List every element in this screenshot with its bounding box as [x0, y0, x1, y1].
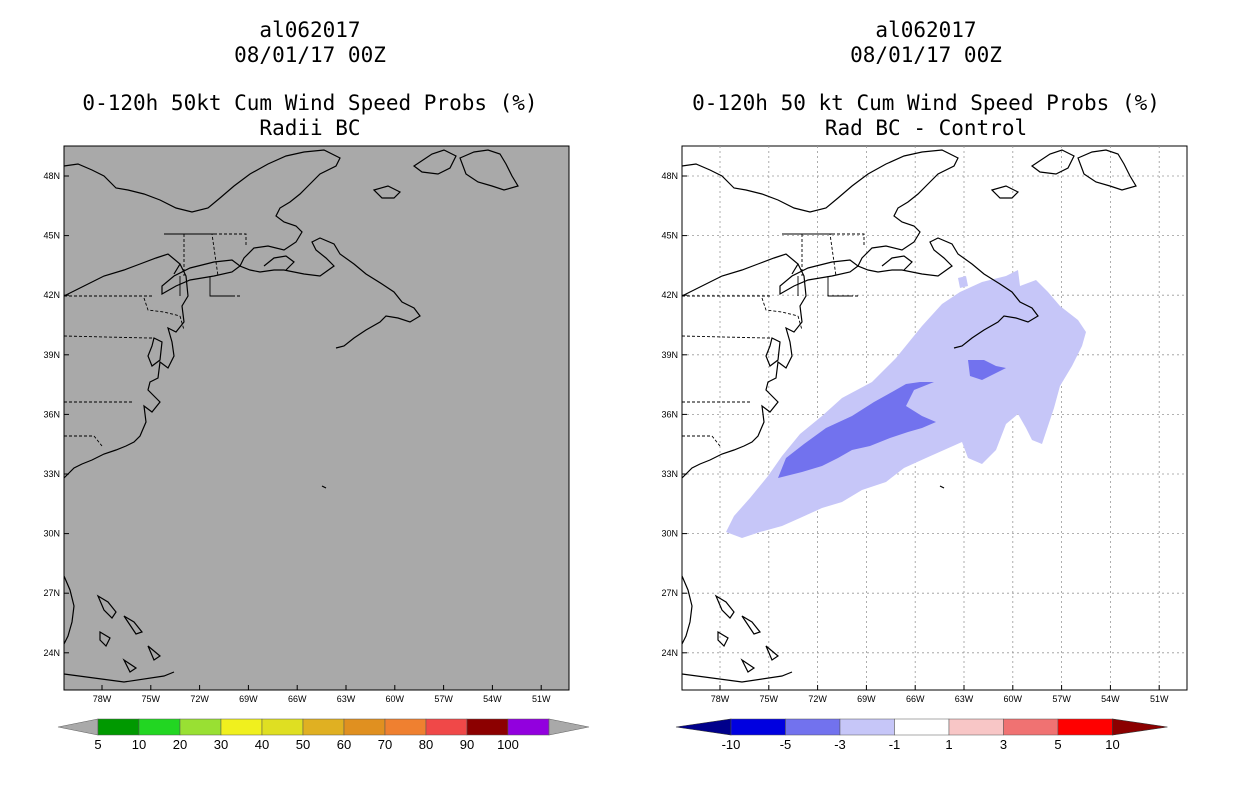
right-gridlines: [682, 146, 1187, 690]
lon-label: 72W: [808, 694, 827, 704]
diff-region-medium: [778, 382, 936, 478]
lat-label: 39N: [661, 350, 678, 360]
colorbar-label: 100: [497, 737, 519, 752]
colorbar-swatch: [97, 718, 140, 736]
lat-label: 27N: [661, 588, 678, 598]
lat-label: 33N: [43, 469, 60, 479]
lon-label: 72W: [190, 694, 209, 704]
colorbar-swatch: [466, 718, 509, 736]
diff-region-medium-patch: [968, 360, 1006, 380]
colorbar-swatch: [343, 718, 386, 736]
colorbar-left-arrow: [675, 718, 732, 736]
lon-label: 51W: [1150, 694, 1169, 704]
colorbar-swatch: [384, 718, 427, 736]
lon-label: 60W: [1004, 694, 1023, 704]
colorbar-label: 90: [460, 737, 474, 752]
left-map-panel: [63, 145, 570, 691]
lon-label: 69W: [857, 694, 876, 704]
colorbar-swatch: [507, 718, 550, 736]
lon-label: 63W: [955, 694, 974, 704]
lon-label: 57W: [1052, 694, 1071, 704]
colorbar-swatch: [1057, 718, 1113, 736]
lon-label: 63W: [337, 694, 356, 704]
colorbar-label: 30: [214, 737, 228, 752]
colorbar-right-arrow: [548, 718, 590, 736]
left-colorbar: 5 10 20 30 40 50 60 70 80 90 100: [57, 718, 590, 752]
lat-label: 45N: [661, 231, 678, 241]
lat-label: 42N: [43, 290, 60, 300]
colorbar-label: 80: [419, 737, 433, 752]
diff-region-light-patch: [958, 276, 968, 288]
lon-label: 75W: [760, 694, 779, 704]
colorbar-swatch: [302, 718, 345, 736]
colorbar-label: 40: [255, 737, 269, 752]
colorbar-left-arrow: [57, 718, 99, 736]
lon-label: 78W: [93, 694, 112, 704]
lat-label: 48N: [661, 171, 678, 181]
lon-label: 66W: [288, 694, 307, 704]
lon-label: 75W: [142, 694, 161, 704]
lon-label: 78W: [711, 694, 730, 704]
colorbar-label: 5: [1054, 737, 1061, 752]
colorbar-label: 1: [945, 737, 952, 752]
left-axis-ticks: 48N 45N 42N 39N 36N 33N 30N 27N 24N 78W 75W 72W 69W 6…: [43, 171, 550, 704]
lon-label: 54W: [1101, 694, 1120, 704]
lat-label: 39N: [43, 350, 60, 360]
colorbar-label: -5: [780, 737, 792, 752]
right-product-title: 0-120h 50 kt Cum Wind Speed Probs (%): [692, 91, 1160, 115]
colorbar-swatch: [1003, 718, 1059, 736]
lat-label: 36N: [661, 409, 678, 419]
colorbar-swatch: [425, 718, 468, 736]
left-subtitle: Radii BC: [259, 116, 361, 140]
lat-label: 30N: [43, 529, 60, 539]
colorbar-swatch: [138, 718, 181, 736]
left-map-background: [63, 145, 570, 691]
colorbar-swatch: [948, 718, 1004, 736]
right-map-panel: [681, 145, 1188, 691]
left-storm-id: al062017: [259, 18, 361, 42]
right-colorbar: -10 -5 -3 -1 1 3 5 10: [675, 718, 1168, 752]
lon-label: 66W: [906, 694, 925, 704]
colorbar-label: 20: [173, 737, 187, 752]
lat-label: 36N: [43, 409, 60, 419]
colorbar-label: -3: [834, 737, 846, 752]
right-storm-id: al062017: [875, 18, 977, 42]
colorbar-label: -10: [722, 737, 741, 752]
lat-label: 27N: [43, 588, 60, 598]
lat-label: 48N: [43, 171, 60, 181]
colorbar-right-arrow: [1112, 718, 1168, 736]
colorbar-swatch: [730, 718, 786, 736]
colorbar-label: 70: [378, 737, 392, 752]
lon-label: 51W: [532, 694, 551, 704]
right-datetime: 08/01/17 00Z: [850, 43, 1002, 67]
lat-label: 24N: [661, 648, 678, 658]
lat-label: 30N: [661, 529, 678, 539]
colorbar-swatch: [839, 718, 895, 736]
colorbar-label: 50: [296, 737, 310, 752]
colorbar-label: 5: [94, 737, 101, 752]
colorbar-swatch: [179, 718, 222, 736]
colorbar-swatch: [261, 718, 304, 736]
colorbar-label: 3: [1000, 737, 1007, 752]
left-product-title: 0-120h 50kt Cum Wind Speed Probs (%): [82, 91, 538, 115]
colorbar-swatch: [220, 718, 263, 736]
colorbar-swatch: [894, 718, 950, 736]
lon-label: 69W: [239, 694, 258, 704]
left-datetime: 08/01/17 00Z: [234, 43, 386, 67]
right-subtitle: Rad BC - Control: [824, 116, 1028, 140]
lat-label: 33N: [661, 469, 678, 479]
colorbar-swatch: [785, 718, 841, 736]
lat-label: 45N: [43, 231, 60, 241]
lat-label: 42N: [661, 290, 678, 300]
lon-label: 57W: [434, 694, 453, 704]
lon-label: 54W: [483, 694, 502, 704]
colorbar-label: -1: [889, 737, 901, 752]
lon-label: 60W: [386, 694, 405, 704]
colorbar-label: 10: [132, 737, 146, 752]
right-axis-ticks: 48N 45N 42N 39N 36N 33N 30N 27N 24N 78W 75W 72W 69W 6…: [661, 171, 1168, 704]
colorbar-label: 10: [1105, 737, 1119, 752]
lat-label: 24N: [43, 648, 60, 658]
colorbar-label: 60: [337, 737, 351, 752]
